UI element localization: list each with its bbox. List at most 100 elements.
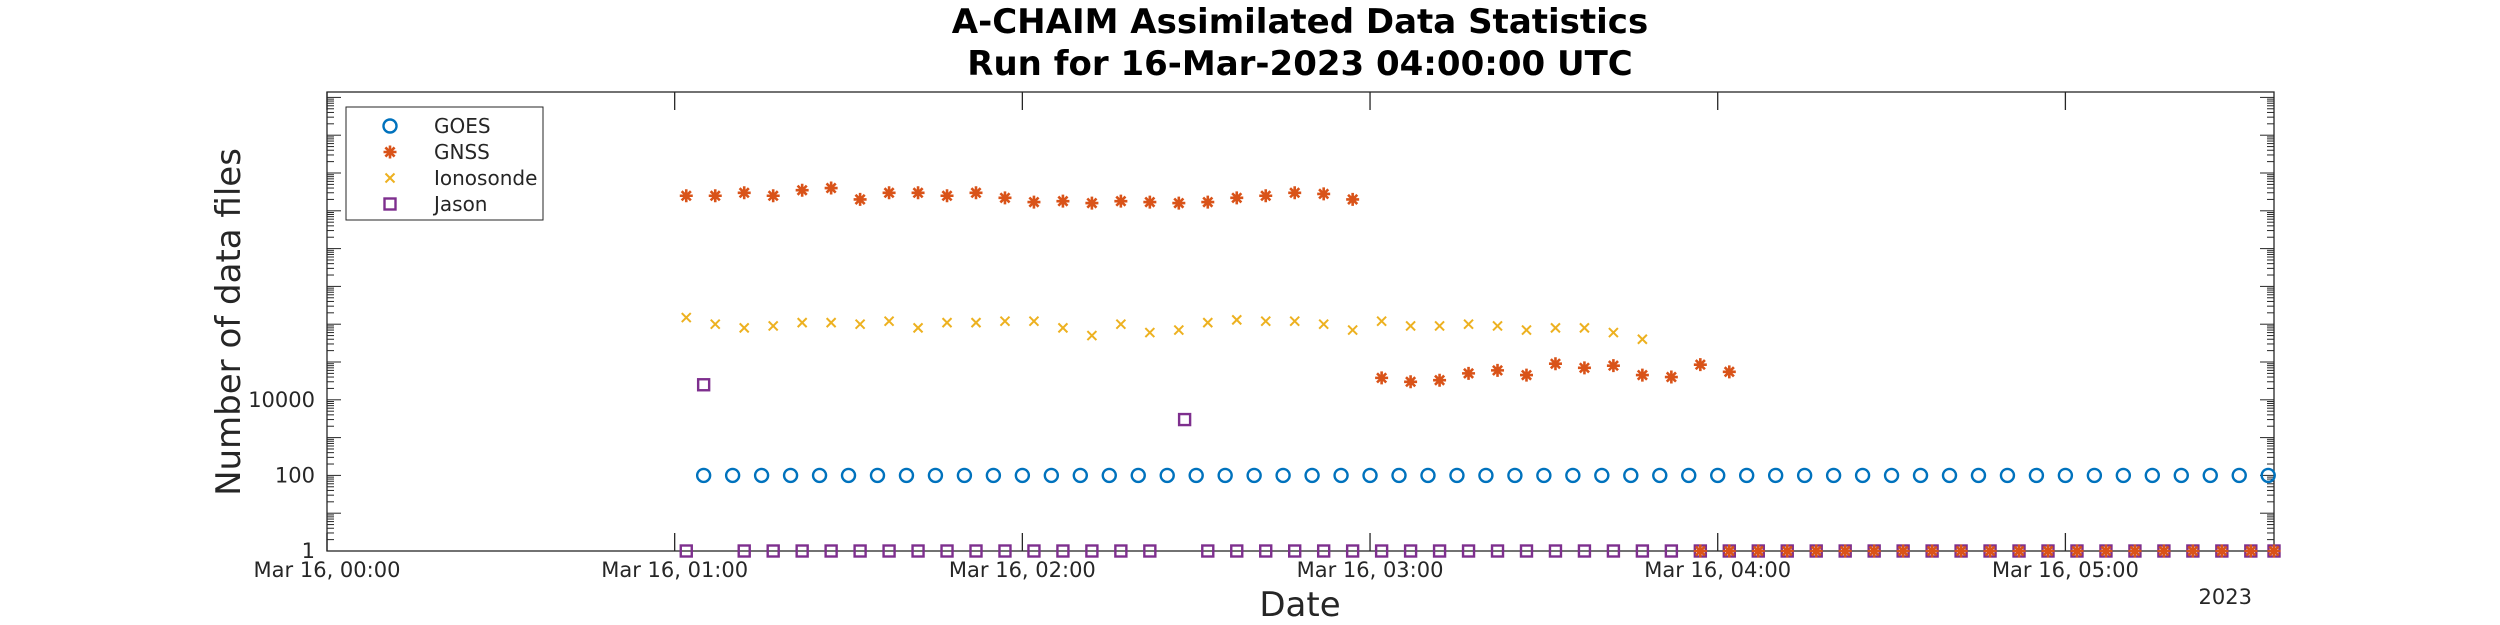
data-point — [1519, 544, 1534, 558]
data-point — [2260, 467, 2276, 484]
data-point — [1202, 317, 1213, 328]
data-point — [882, 186, 896, 200]
data-point — [1333, 467, 1349, 484]
data-point — [970, 317, 982, 328]
data-point — [1896, 544, 1910, 558]
data-point — [2086, 467, 2103, 484]
x-tick-label: Mar 16, 03:00 — [1297, 558, 1444, 582]
data-point — [2173, 467, 2189, 484]
data-point — [1478, 467, 1494, 484]
legend-marker — [383, 145, 397, 159]
data-point — [1345, 544, 1360, 558]
data-point — [1681, 467, 1697, 484]
data-point — [1461, 544, 1476, 558]
data-point — [1796, 467, 1813, 484]
data-point — [1867, 544, 1881, 558]
data-point — [1652, 467, 1668, 484]
data-point — [2057, 467, 2074, 484]
data-point — [1260, 315, 1271, 327]
data-point — [2099, 544, 2113, 558]
data-point — [1608, 327, 1619, 338]
data-point — [1751, 544, 1765, 558]
data-point — [681, 312, 692, 323]
data-point — [2244, 544, 2258, 558]
x-tick-labels: Mar 16, 00:00 Mar 16, 01:00 Mar 16, 02:00 M… — [254, 558, 2139, 582]
chart-title-line-1: A-CHAIM Assimilated Data Statistics — [952, 2, 1648, 42]
data-point — [782, 467, 799, 484]
legend-marker — [382, 118, 398, 134]
y-tick-labels: 1 100 10000 — [248, 388, 315, 563]
data-point — [2144, 467, 2161, 484]
data-point — [1374, 544, 1389, 558]
data-point — [679, 189, 693, 203]
data-point — [1809, 544, 1823, 558]
data-point — [2028, 467, 2045, 484]
data-point — [1606, 359, 1620, 373]
data-point — [1259, 189, 1273, 203]
data-point — [1492, 320, 1503, 332]
data-point — [1463, 318, 1474, 330]
data-point — [767, 320, 779, 332]
data-point — [2267, 544, 2281, 558]
data-point — [753, 467, 770, 484]
data-point — [956, 467, 973, 484]
data-point — [1114, 544, 1128, 558]
data-point — [1057, 322, 1069, 334]
data-point — [1983, 544, 1997, 558]
data-point — [998, 191, 1012, 205]
x-axis-label: Date — [1259, 585, 1340, 625]
data-point — [911, 544, 925, 558]
x-tick-label: Mar 16, 05:00 — [1992, 558, 2139, 582]
data-point — [824, 544, 838, 558]
data-point — [1722, 544, 1736, 558]
data-point — [1173, 324, 1185, 336]
data-point — [1606, 544, 1621, 558]
data-point — [724, 467, 741, 484]
data-point — [1375, 371, 1389, 385]
series-gnss — [679, 181, 1736, 389]
data-point — [1954, 544, 1968, 558]
data-point — [1201, 195, 1215, 209]
data-point — [1177, 412, 1192, 427]
data-point — [1738, 467, 1755, 484]
data-point — [1403, 544, 1418, 558]
legend-label: Ionosonde — [434, 166, 537, 190]
y-axis-label: Number of data files — [209, 148, 249, 496]
data-point — [1432, 544, 1447, 558]
series-goes — [695, 467, 2276, 484]
data-point — [1577, 544, 1592, 558]
data-point — [1072, 467, 1089, 484]
data-point — [2186, 544, 2200, 558]
series-gnss-low — [1693, 544, 2281, 558]
data-point — [710, 318, 721, 330]
data-point — [1056, 194, 1070, 208]
data-point — [1230, 544, 1244, 558]
data-point — [1391, 467, 1407, 484]
data-point — [1594, 467, 1610, 484]
data-point — [1693, 358, 1707, 372]
data-point — [1462, 366, 1476, 380]
data-point — [1623, 467, 1639, 484]
data-point — [1449, 467, 1465, 484]
data-point — [898, 467, 915, 484]
data-point — [1318, 318, 1329, 330]
data-point — [1246, 467, 1262, 484]
data-point — [824, 181, 838, 195]
data-point — [795, 544, 809, 558]
data-point — [1404, 375, 1418, 389]
data-point — [1014, 467, 1031, 484]
chart-title-line-2: Run for 16-Mar-2023 04:00:00 UTC — [967, 44, 1632, 84]
data-point — [1288, 544, 1302, 558]
data-point — [1288, 186, 1302, 200]
data-point — [696, 378, 711, 392]
data-point — [2041, 544, 2055, 558]
data-point — [1347, 324, 1358, 336]
data-marks — [679, 181, 2281, 558]
data-point — [766, 544, 780, 558]
data-point — [1027, 195, 1041, 209]
data-point — [1114, 194, 1128, 208]
data-point — [1130, 467, 1146, 484]
data-point — [796, 317, 808, 328]
x-tick-label: Mar 16, 04:00 — [1644, 558, 1791, 582]
